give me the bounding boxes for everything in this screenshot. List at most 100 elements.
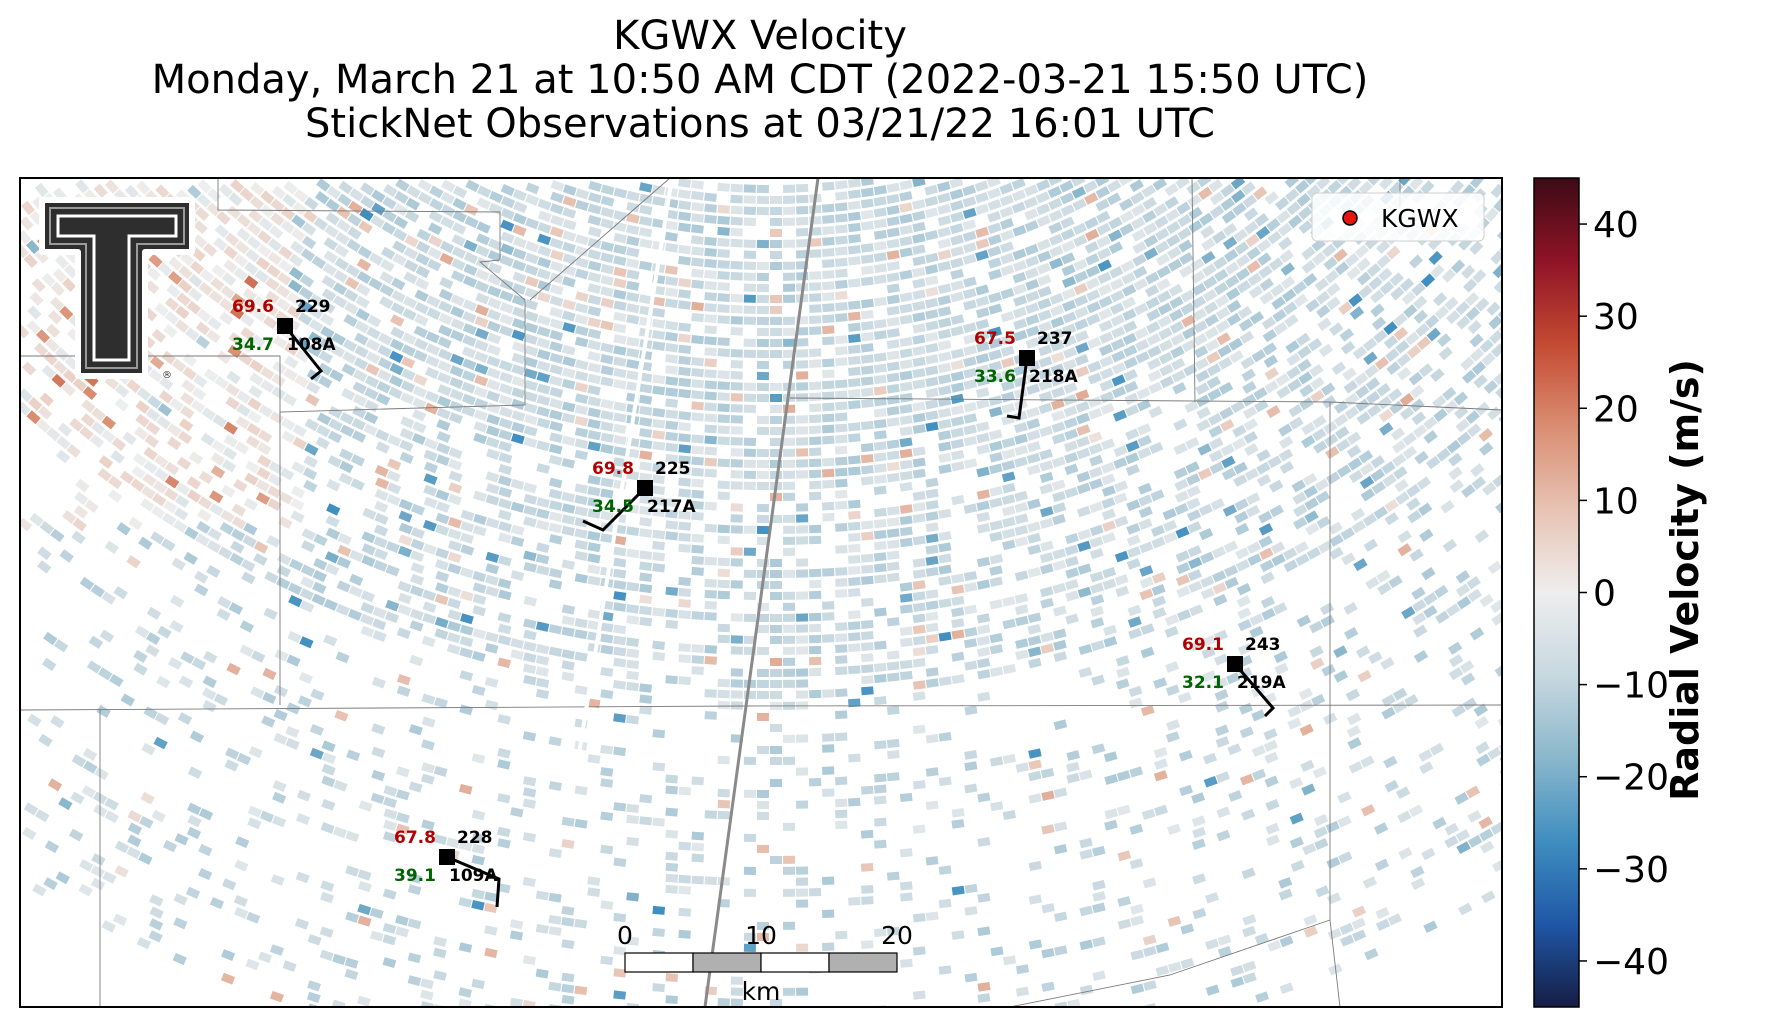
radar-gate: [678, 532, 691, 542]
radar-gate: [874, 474, 887, 484]
radar-gate: [1050, 328, 1065, 341]
radar-gate: [226, 370, 241, 385]
radar-gate: [999, 182, 1014, 195]
radar-gate: [873, 252, 887, 263]
radar-gate: [435, 489, 450, 502]
radar-gate: [987, 211, 1002, 223]
radar-gate: [248, 385, 263, 399]
radar-gate: [383, 183, 398, 198]
radar-gate: [1277, 222, 1293, 237]
radar-gate: [461, 405, 476, 417]
radar-gate: [626, 247, 640, 258]
radar-gate: [498, 498, 512, 510]
radar-gate: [286, 292, 302, 306]
radar-gate: [439, 276, 454, 290]
radar-gate: [1301, 246, 1316, 260]
radar-gate: [1086, 289, 1101, 302]
radar-gate: [613, 255, 627, 266]
radar-gate: [860, 442, 874, 453]
radar-gate: [963, 276, 977, 288]
radar-gate: [963, 367, 977, 379]
radar-gate: [182, 353, 197, 367]
radar-gate: [424, 402, 439, 415]
radar-gate: [795, 382, 809, 391]
radar-gate: [293, 188, 309, 203]
radar-gate: [899, 459, 913, 470]
radar-gate: [796, 459, 809, 468]
radar-gate: [399, 439, 414, 452]
radar-gate: [886, 305, 900, 316]
radar-gate: [600, 365, 614, 376]
radar-gate: [1076, 436, 1091, 448]
radar-gate: [1239, 330, 1255, 344]
radar-gate: [500, 231, 515, 244]
radar-gate: [664, 220, 679, 231]
radar-gate: [284, 342, 299, 356]
radar-gate: [1001, 380, 1015, 392]
radar-gate: [1266, 217, 1281, 232]
radar-gate: [1073, 234, 1088, 247]
radar-gate: [783, 514, 796, 523]
radar-gate: [1123, 380, 1139, 394]
radar-gate: [847, 178, 861, 188]
radar-gate: [499, 371, 514, 384]
radar-gate: [822, 248, 835, 257]
radar-gate: [1247, 272, 1263, 287]
radar-gate: [1370, 303, 1385, 318]
radar-gate: [873, 241, 887, 251]
radar-gate: [1048, 197, 1063, 211]
radar-gate: [1334, 261, 1350, 276]
radar-gate: [1073, 270, 1089, 283]
radar-gate: [950, 314, 965, 325]
radar-gate: [574, 539, 588, 550]
radar-gate: [899, 179, 913, 191]
radar-gate: [848, 510, 861, 520]
radar-gate: [587, 474, 601, 486]
radar-gate: [451, 258, 466, 271]
radar-gate: [587, 283, 602, 294]
radar-gate: [652, 485, 666, 495]
radar-gate: [886, 550, 900, 560]
radar-gate: [1087, 360, 1102, 373]
radar-gate: [1179, 264, 1194, 278]
radar-gate: [587, 362, 602, 373]
radar-gate: [975, 318, 990, 330]
radar-gate: [912, 289, 926, 300]
radar-gate: [730, 293, 743, 303]
radar-gate: [796, 194, 809, 204]
radar-gate: [847, 344, 861, 354]
radar-gate: [1212, 230, 1227, 244]
radar-gate: [510, 478, 525, 490]
radar-gate: [376, 381, 391, 394]
radar-gate: [665, 442, 679, 453]
radar-gate: [1203, 275, 1218, 290]
radar-gate: [1096, 210, 1111, 224]
radar-gate: [438, 324, 453, 337]
radar-gate: [487, 250, 502, 263]
radar-gate: [1157, 302, 1173, 316]
radar-gate: [835, 478, 848, 488]
radar-gate: [743, 404, 756, 413]
radar-gate: [1135, 351, 1150, 364]
radar-gate: [989, 486, 1003, 497]
radar-gate: [756, 239, 769, 249]
radar-gate: [1145, 296, 1160, 310]
radar-gate: [848, 499, 861, 509]
radar-gate: [498, 486, 513, 498]
radar-gate: [475, 268, 490, 281]
radar-gate: [886, 316, 900, 327]
radar-gate: [297, 312, 313, 326]
radar-gate: [574, 381, 589, 393]
radar-gate: [937, 340, 952, 351]
radar-gate: [664, 231, 678, 242]
radar-gate: [756, 371, 769, 381]
radar-gate: [626, 280, 640, 291]
radar-gate: [925, 544, 939, 555]
radar-gate: [783, 481, 796, 490]
radar-gate: [424, 437, 439, 450]
radar-gate: [411, 433, 426, 445]
radar-gate: [1094, 178, 1110, 187]
radar-gate: [1036, 214, 1051, 227]
radar-gate: [1025, 314, 1040, 326]
radar-gate: [1220, 418, 1235, 432]
